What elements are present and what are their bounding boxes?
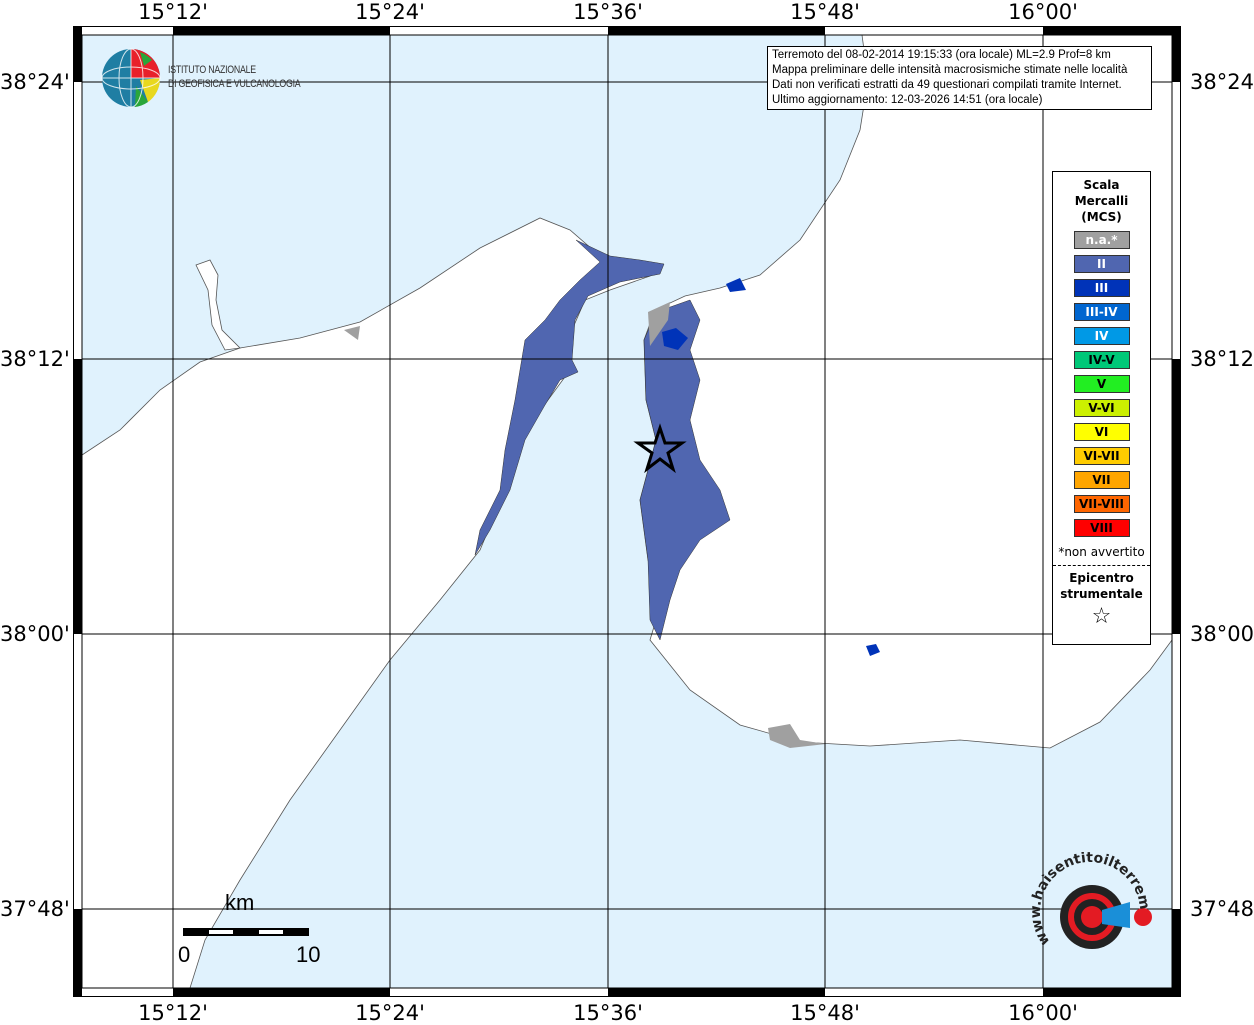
lat-tick-left: 38°00' — [0, 622, 70, 646]
scale-max: 10 — [296, 942, 321, 967]
legend-title: Scala Mercalli (MCS) — [1053, 177, 1150, 225]
frame-ticks — [73, 26, 1181, 997]
lon-tick-top: 15°36' — [573, 0, 643, 24]
legend-divider — [1053, 565, 1150, 566]
info-line: Ultimo aggiornamento: 12-03-2026 14:51 (… — [772, 94, 1043, 106]
legend-epicenter-label: Epicentro strumentale — [1053, 570, 1150, 602]
ingv-logo-text: ISTITUTO NAZIONALE DI GEOFISICA E VULCAN… — [168, 63, 301, 91]
lat-tick-right: 38°24' — [1190, 70, 1254, 94]
lon-tick-bottom: 15°48' — [790, 1001, 860, 1025]
lon-tick-bottom: 15°24' — [355, 1001, 425, 1025]
lat-tick-left: 38°24' — [0, 70, 70, 94]
intensity-area-na-2 — [768, 724, 826, 748]
info-line: Terremoto del 08-02-2014 19:15:33 (ora l… — [772, 49, 1111, 61]
legend-item: II — [1073, 255, 1130, 273]
intensity-area-iii-2 — [726, 278, 746, 292]
ingv-line: ISTITUTO NAZIONALE — [168, 64, 256, 76]
legend-item: VIII — [1073, 519, 1130, 537]
intensity-area-ii-calabria — [639, 299, 731, 641]
lat-tick-right: 38°00' — [1190, 622, 1254, 646]
lat-tick-right: 38°12' — [1190, 347, 1254, 371]
scale-min: 0 — [178, 942, 191, 967]
legend-item: V-VI — [1073, 399, 1130, 417]
legend-title-line: (MCS) — [1081, 210, 1122, 224]
lon-tick-top: 15°12' — [138, 0, 208, 24]
lon-tick-bottom: 15°36' — [573, 1001, 643, 1025]
scale-unit: km — [225, 890, 255, 915]
legend-item: VI — [1073, 423, 1130, 441]
graticule — [82, 35, 1172, 988]
legend-item: IV — [1073, 327, 1130, 345]
intensity-area-ii-sicily — [474, 239, 665, 556]
legend-item: VII — [1073, 471, 1130, 489]
epicenter-label-line: Epicentro — [1069, 571, 1134, 585]
lon-tick-bottom: 16°00' — [1008, 1001, 1078, 1025]
lon-tick-bottom: 15°12' — [138, 1001, 208, 1025]
legend-title-line: Mercalli — [1074, 194, 1129, 208]
intensity-area-iii — [662, 328, 688, 350]
legend-item: IV-V — [1073, 351, 1130, 369]
lat-tick-left: 37°48' — [0, 897, 70, 921]
ingv-line: DI GEOFISICA E VULCANOLOGIA — [168, 78, 301, 90]
legend-item: n.a.* — [1073, 231, 1130, 249]
legend-note: *non avvertito — [1058, 545, 1145, 559]
legend-item: VI-VII — [1073, 447, 1130, 465]
lat-tick-left: 38°12' — [0, 347, 70, 371]
legend-items: n.a.* II III III-IV IV IV-V V V-VI VI VI-VII VII VI… — [1053, 231, 1150, 537]
lat-tick-right: 37°48' — [1190, 897, 1254, 921]
land-milazzo — [195, 259, 241, 351]
legend-item: V — [1073, 375, 1130, 393]
epicenter-label-line: strumentale — [1060, 587, 1143, 601]
legend-title-line: Scala — [1083, 178, 1120, 192]
lon-tick-top: 15°48' — [790, 0, 860, 24]
lon-tick-top: 15°24' — [355, 0, 425, 24]
haisentito-logo-icon: www.haisentitoilterremoto.it — [1030, 852, 1152, 949]
info-line: Mappa preliminare delle intensità macros… — [772, 64, 1128, 76]
legend-item: III-IV — [1073, 303, 1130, 321]
mercalli-legend: Scala Mercalli (MCS) n.a.* II III III-IV IV I… — [1052, 171, 1151, 645]
event-info-box: Terremoto del 08-02-2014 19:15:33 (ora l… — [767, 46, 1152, 110]
intensity-area-na-3 — [344, 326, 360, 340]
legend-item: III — [1073, 279, 1130, 297]
intensity-area-iii-3 — [866, 644, 880, 656]
intensity-area-na — [648, 302, 670, 346]
epicenter-star-icon — [633, 423, 687, 474]
legend-star-icon: ☆ — [1091, 604, 1112, 629]
ingv-logo-globe-icon — [101, 48, 161, 108]
info-line: Dati non verificati estratti da 49 quest… — [772, 79, 1122, 91]
legend-item: VII-VIII — [1073, 495, 1130, 513]
lon-tick-top: 16°00' — [1008, 0, 1078, 24]
